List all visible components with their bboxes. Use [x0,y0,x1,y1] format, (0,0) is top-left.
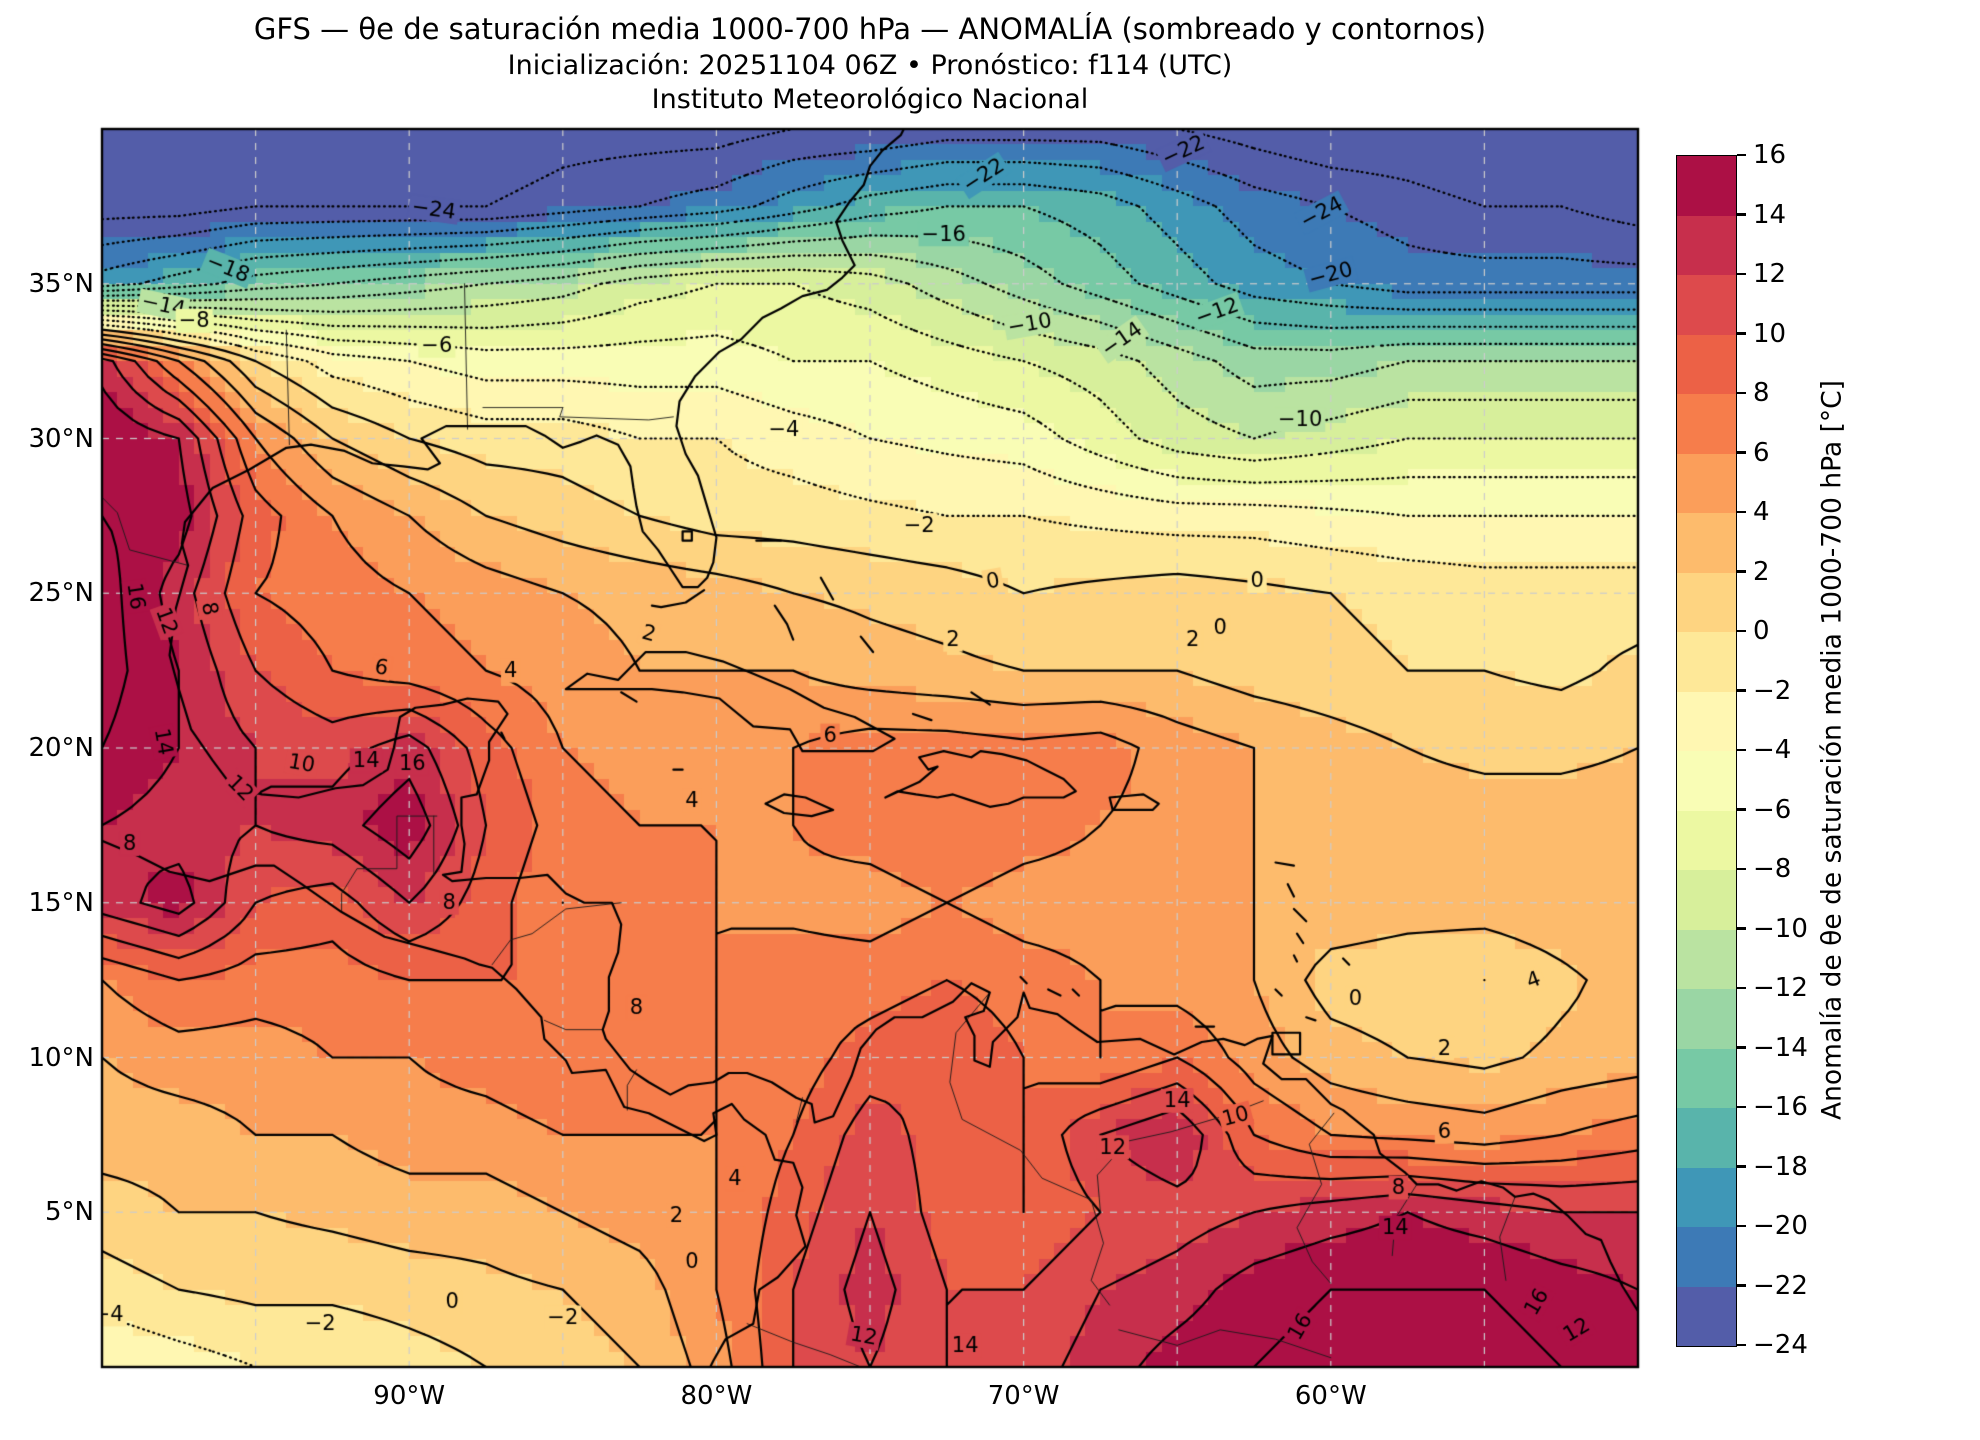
colorbar-tick-mark [1737,272,1746,276]
colorbar-tick-label: −14 [1753,1032,1808,1063]
colorbar-band [1677,1167,1736,1227]
colorbar-tick-mark [1737,629,1746,633]
y-tick-label: 15°N [28,887,94,918]
colorbar-tick-label: 0 [1753,616,1770,646]
colorbar-tick-label: 10 [1753,318,1787,349]
colorbar-tick-mark [1737,391,1746,395]
colorbar-tick-label: −20 [1753,1211,1808,1241]
colorbar-band [1677,156,1736,216]
colorbar-band [1677,394,1736,454]
chart-subtitle: Inicialización: 20251104 06Z • Pronóstic… [507,50,1233,81]
colorbar-band [1677,1286,1736,1346]
colorbar-band [1677,632,1736,692]
colorbar-band [1677,513,1736,573]
colorbar-tick-label: −22 [1753,1270,1808,1301]
colorbar-tick-label: 2 [1753,556,1770,587]
colorbar-tick-mark [1737,1046,1746,1049]
colorbar-band [1677,572,1736,632]
colorbar-tick-label: 8 [1753,378,1770,408]
colorbar-band [1677,870,1736,930]
colorbar-band [1677,989,1736,1049]
colorbar-band [1677,1048,1736,1108]
chart-institution: Instituto Meteorológico Nacional [651,84,1089,115]
colorbar-tick-label: 4 [1753,497,1770,527]
chart-title: GFS — θe de saturación media 1000-700 hP… [253,12,1487,46]
colorbar-label: Anomalía de θe de saturación media 1000-… [1816,380,1848,1120]
x-tick-label: 80°W [680,1381,753,1411]
colorbar-tick-label: −12 [1753,973,1808,1003]
colorbar-tick-label: −16 [1753,1092,1808,1122]
colorbar-tick-mark [1737,867,1746,871]
colorbar-tick-mark [1737,1343,1746,1347]
y-tick-label: 5°N [45,1197,94,1228]
colorbar-tick-label: −6 [1753,794,1792,825]
colorbar-band [1677,275,1736,335]
colorbar-tick-mark [1737,808,1746,811]
colorbar-tick-label: −8 [1753,854,1792,884]
y-tick-label: 25°N [28,578,94,609]
colorbar-tick-mark [1737,213,1746,216]
colorbar-tick-label: −10 [1753,913,1808,944]
colorbar [1676,155,1737,1347]
colorbar-band [1677,334,1736,394]
colorbar-band [1677,215,1736,275]
colorbar-band [1677,453,1736,513]
colorbar-tick-mark [1737,986,1746,990]
colorbar-band [1677,691,1736,751]
colorbar-tick-mark [1737,570,1746,573]
y-tick-label: 20°N [28,733,94,763]
colorbar-band [1677,751,1736,811]
colorbar-band [1677,1108,1736,1168]
x-tick-label: 60°W [1294,1381,1367,1411]
colorbar-tick-label: −24 [1753,1330,1808,1360]
colorbar-tick-mark [1737,689,1746,692]
colorbar-band [1677,810,1736,870]
colorbar-tick-label: 12 [1753,259,1787,289]
colorbar-tick-label: −18 [1753,1151,1808,1182]
colorbar-tick-mark [1737,451,1746,454]
colorbar-tick-mark [1737,1284,1746,1287]
colorbar-tick-label: 14 [1753,199,1787,230]
y-tick-label: 35°N [28,268,94,299]
x-tick-label: 90°W [373,1381,446,1411]
colorbar-tick-mark [1737,1165,1746,1168]
colorbar-tick-mark [1737,332,1746,335]
y-tick-label: 30°N [28,423,94,454]
colorbar-band [1677,1227,1736,1287]
colorbar-tick-mark [1737,927,1746,930]
colorbar-tick-label: 6 [1753,437,1770,468]
colorbar-tick-mark [1737,1105,1746,1109]
colorbar-tick-mark [1737,510,1746,514]
colorbar-tick-label: −4 [1753,735,1792,765]
colorbar-tick-mark [1737,153,1746,157]
y-tick-label: 10°N [28,1042,94,1073]
colorbar-tick-label: −2 [1753,675,1792,706]
colorbar-tick-label: 16 [1753,140,1787,170]
colorbar-tick-mark [1737,748,1746,752]
colorbar-tick-mark [1737,1224,1746,1228]
colorbar-band [1677,929,1736,989]
x-tick-label: 70°W [987,1381,1060,1411]
